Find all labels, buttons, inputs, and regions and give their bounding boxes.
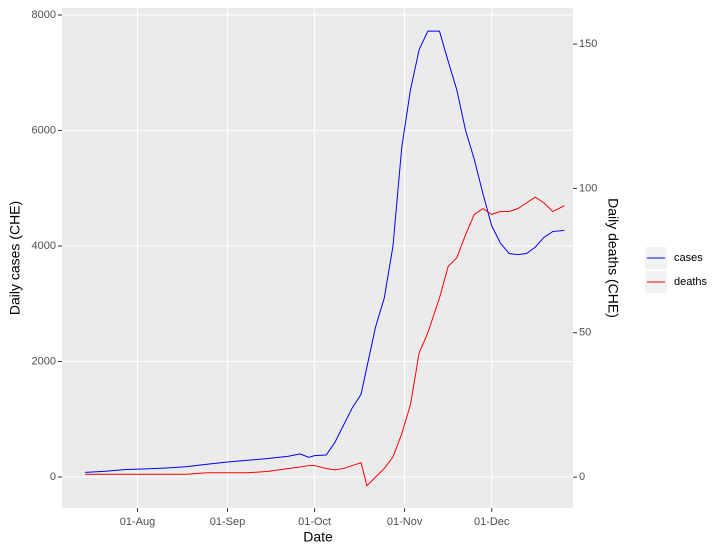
x-tick-label: 01-Nov xyxy=(387,516,423,528)
legend-label: cases xyxy=(674,252,703,264)
y2-tick-label: 0 xyxy=(579,471,585,483)
plot-panel xyxy=(62,8,573,508)
y-tick-label: 2000 xyxy=(32,355,56,367)
x-axis-title: Date xyxy=(303,529,333,545)
x-tick-label: 01-Dec xyxy=(474,516,510,528)
y2-tick-label: 100 xyxy=(579,182,597,194)
series-line xyxy=(85,196,565,487)
x-tick-label: 01-Sep xyxy=(210,516,245,528)
y-tick-label: 6000 xyxy=(32,124,56,136)
x-tick-label: 01-Oct xyxy=(298,516,331,528)
legend-label: deaths xyxy=(674,276,708,288)
y2-axis-title: Daily deaths (CHE) xyxy=(605,198,621,318)
y-tick-label: 8000 xyxy=(32,9,56,21)
y2-tick-label: 150 xyxy=(579,38,597,50)
y-axis-title: Daily cases (CHE) xyxy=(7,201,23,315)
series-line xyxy=(85,30,565,473)
y-tick-label: 4000 xyxy=(32,240,56,252)
x-tick-label: 01-Aug xyxy=(120,516,155,528)
y-tick-label: 0 xyxy=(50,471,56,483)
y2-tick-label: 50 xyxy=(579,327,591,339)
